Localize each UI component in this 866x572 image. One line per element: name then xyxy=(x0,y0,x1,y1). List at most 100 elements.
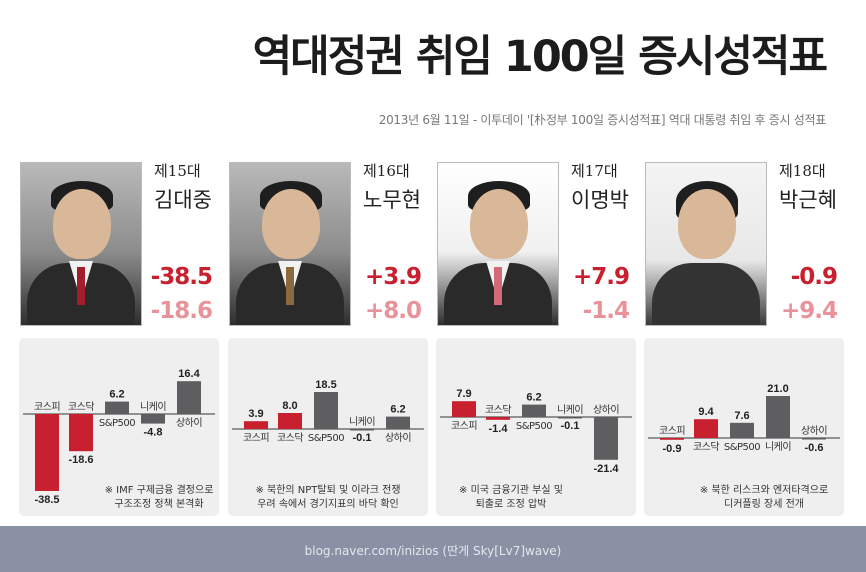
bar-chart: 3.9 코스피 8.0 코스닥 18.5 S&P500 -0.1 니케이 6.2 상하이 xyxy=(232,379,424,444)
bar-3 xyxy=(105,401,129,414)
value-secondary: -18.6 xyxy=(150,298,213,324)
bar-1 xyxy=(660,438,684,440)
bar-value-label: 18.5 xyxy=(315,379,336,391)
category-label: 코스피 xyxy=(243,432,269,444)
chart-panel-18: -0.9 코스피 9.4 코스닥 7.6 S&P500 21.0 니케이 -0.6 상하이 ※ 북… xyxy=(644,338,844,516)
bar-4 xyxy=(141,414,165,424)
category-label: S&P500 xyxy=(724,442,760,453)
bar-5 xyxy=(177,381,201,414)
bar-value-label: -0.1 xyxy=(561,420,580,432)
president-name: 노무현 xyxy=(363,188,421,212)
note-line: 우려 속에서 경기지표의 바닥 확인 xyxy=(257,499,399,510)
value-primary: -0.9 xyxy=(790,264,838,290)
bar-chart: 7.9 코스피 -1.4 코스닥 6.2 S&P500 -0.1 니케이 -21.4 상하이 xyxy=(440,388,632,475)
value-secondary: +8.0 xyxy=(364,298,422,324)
bar-value-label: -18.6 xyxy=(68,454,93,466)
bar-value-label: 9.4 xyxy=(698,406,714,418)
value-primary: +3.9 xyxy=(364,264,422,290)
category-label: S&P500 xyxy=(99,418,135,429)
category-label: 니케이 xyxy=(557,404,583,416)
category-label: 니케이 xyxy=(140,401,166,413)
president-ordinal: 제17대 xyxy=(571,162,618,180)
bar-3 xyxy=(314,392,338,429)
bar-2 xyxy=(69,414,93,452)
note-line: 구조조정 정책 본격화 xyxy=(114,499,204,510)
president-photo xyxy=(20,162,142,326)
chart-panel-16: 3.9 코스피 8.0 코스닥 18.5 S&P500 -0.1 니케이 6.2 상하이 ※ 북한… xyxy=(228,338,428,516)
president-card-17: 제17대 이명박 +7.9 -1.4 xyxy=(437,160,637,328)
bar-value-label: -1.4 xyxy=(489,423,509,435)
bar-5 xyxy=(594,417,618,460)
bar-3 xyxy=(522,404,546,417)
bar-1 xyxy=(35,414,59,491)
note-line: 디커플링 장세 전개 xyxy=(724,499,804,510)
category-label: 상하이 xyxy=(801,424,827,437)
category-label: 니케이 xyxy=(349,416,375,428)
bar-1 xyxy=(452,401,476,417)
bar-value-label: -0.9 xyxy=(663,443,682,455)
president-ordinal: 제18대 xyxy=(779,162,826,180)
chart-note: ※ IMF 구제금융 결정으로 구조조정 정책 본격화 xyxy=(99,484,219,512)
bar-1 xyxy=(244,421,268,429)
president-ordinal: 제15대 xyxy=(154,162,201,180)
category-label: S&P500 xyxy=(308,433,344,444)
president-photo xyxy=(645,162,767,326)
chart-panel-15: -38.5 코스피 -18.6 코스닥 6.2 S&P500 -4.8 니케이 16.4 상하이 … xyxy=(19,338,219,516)
category-label: 코스닥 xyxy=(693,441,719,453)
bar-value-label: -4.8 xyxy=(144,427,163,439)
note-line: ※ 미국 금융기관 부실 및 xyxy=(459,485,563,496)
bar-value-label: -21.4 xyxy=(593,463,619,475)
bar-value-label: 7.6 xyxy=(734,410,749,422)
category-label: 니케이 xyxy=(765,441,791,453)
bar-4 xyxy=(766,396,790,438)
president-card-18: 제18대 박근혜 -0.9 +9.4 xyxy=(645,160,845,328)
bar-2 xyxy=(694,419,718,438)
bar-2 xyxy=(486,417,510,420)
bar-chart: -38.5 코스피 -18.6 코스닥 6.2 S&P500 -4.8 니케이 16.4 상하이 xyxy=(23,368,215,506)
president-card-15: 제15대 김대중 -38.5 -18.6 xyxy=(20,160,220,328)
bar-value-label: 8.0 xyxy=(282,400,297,412)
note-line: ※ 북한의 NPT탈퇴 및 이라크 전쟁 xyxy=(255,485,401,496)
page-subtitle: 2013년 6월 11일 - 이투데이 '[朴정부 100일 증시성적표] 역대… xyxy=(378,113,827,127)
bar-value-label: -0.1 xyxy=(353,432,372,444)
category-label: 코스닥 xyxy=(277,432,303,444)
bar-chart: -0.9 코스피 9.4 코스닥 7.6 S&P500 21.0 니케이 -0.6 상하이 xyxy=(648,383,840,455)
bar-value-label: 6.2 xyxy=(390,404,405,416)
president-card-16: 제16대 노무현 +3.9 +8.0 xyxy=(229,160,429,328)
value-secondary: +9.4 xyxy=(780,298,838,324)
bar-5 xyxy=(802,438,826,440)
page-title: 역대정권 취임 100일 증시성적표 xyxy=(252,32,828,82)
category-label: 코스닥 xyxy=(485,404,511,416)
bar-value-label: 16.4 xyxy=(178,368,200,380)
president-name: 이명박 xyxy=(571,188,629,212)
value-primary: +7.9 xyxy=(572,264,630,290)
bar-value-label: 21.0 xyxy=(767,383,788,395)
category-label: S&P500 xyxy=(516,421,552,432)
president-name: 김대중 xyxy=(154,188,212,212)
bar-value-label: 7.9 xyxy=(456,388,471,400)
category-label: 상하이 xyxy=(593,403,619,416)
footer-credit: blog.naver.com/inizios (딴게 Sky[Lv7]wave) xyxy=(304,544,562,558)
category-label: 상하이 xyxy=(385,431,411,444)
chart-note: ※ 미국 금융기관 부실 및 퇴출로 조정 압박 xyxy=(436,484,586,512)
bar-value-label: 6.2 xyxy=(109,389,124,401)
category-label: 코스닥 xyxy=(68,401,94,413)
bar-4 xyxy=(558,417,582,419)
footer-bar: blog.naver.com/inizios (딴게 Sky[Lv7]wave) xyxy=(0,526,866,572)
chart-panel-17: 7.9 코스피 -1.4 코스닥 6.2 S&P500 -0.1 니케이 -21.4 상하이 ※ … xyxy=(436,338,636,516)
bar-3 xyxy=(730,422,754,438)
president-photo xyxy=(437,162,559,326)
president-photo xyxy=(229,162,351,326)
value-secondary: -1.4 xyxy=(582,298,630,324)
president-ordinal: 제16대 xyxy=(363,162,410,180)
president-name: 박근혜 xyxy=(779,188,837,212)
bar-value-label: -0.6 xyxy=(805,442,824,454)
bar-value-label: 3.9 xyxy=(248,408,263,420)
category-label: 코스피 xyxy=(451,420,477,432)
category-label: 상하이 xyxy=(176,416,202,429)
bar-5 xyxy=(386,416,410,429)
bar-2 xyxy=(278,413,302,429)
bar-4 xyxy=(350,429,374,431)
bar-value-label: 6.2 xyxy=(526,392,541,404)
note-line: 퇴출로 조정 압박 xyxy=(475,499,547,510)
